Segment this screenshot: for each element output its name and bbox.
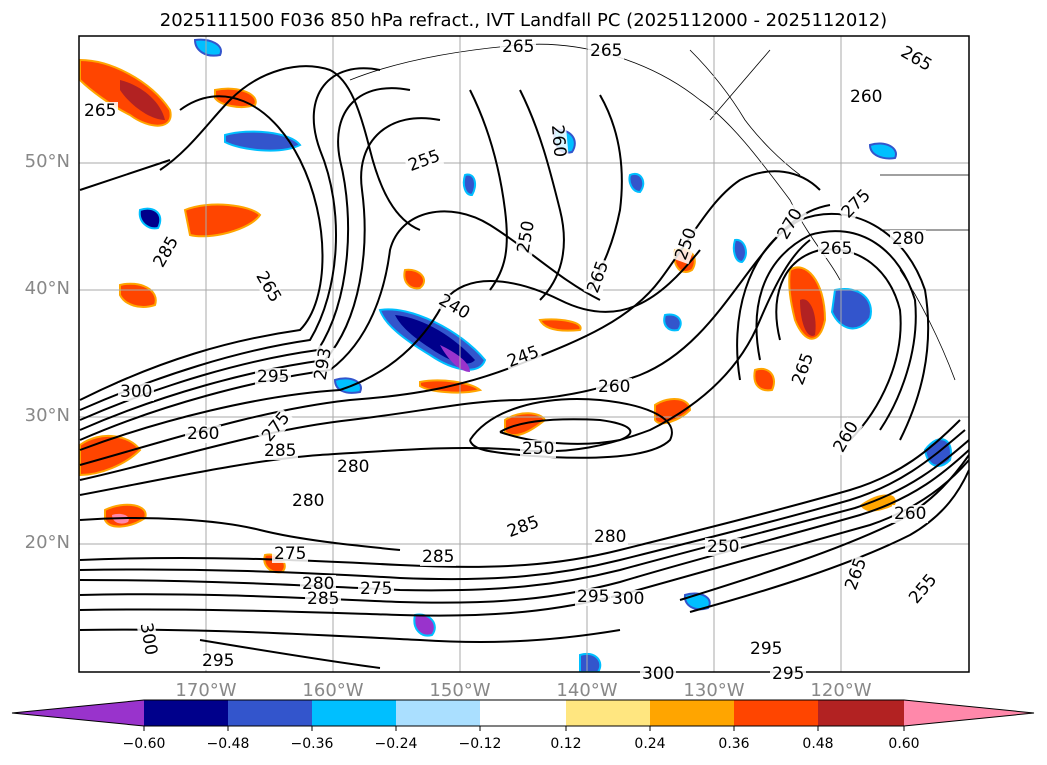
colorbar-bin (818, 700, 904, 726)
colorbar-bin (566, 700, 651, 726)
colorbar-bin (396, 700, 481, 726)
contour-label: 280 (890, 229, 927, 249)
contour-label: 265 (500, 37, 537, 57)
contour-label: 250 (705, 537, 742, 557)
contour-label: 295 (770, 664, 807, 684)
lon-label: 140°W (556, 680, 618, 701)
contour-label: 295 (255, 367, 292, 387)
lat-label: 50°N (24, 151, 70, 172)
colorbar-tick-label: −0.60 (122, 736, 166, 752)
colorbar-extend-low (12, 700, 144, 726)
colorbar-tick-label: −0.24 (374, 736, 418, 752)
colorbar-tick-label: 0.12 (550, 736, 582, 752)
colorbar-bin (650, 700, 735, 726)
contour-label: 285 (262, 441, 299, 461)
contour-label: 285 (305, 589, 342, 609)
lat-label: 20°N (24, 532, 70, 553)
colorbar-tick-label: 0.48 (802, 736, 834, 752)
contour-label: 265 (818, 239, 855, 259)
map-title: 2025111500 F036 850 hPa refract., IVT La… (159, 10, 888, 31)
colorbar-tick-label: 0.36 (718, 736, 750, 752)
colorbar-bin (480, 700, 566, 726)
colorbar-tick-label: 0.24 (634, 736, 666, 752)
contour-label: 285 (420, 547, 457, 567)
lat-label: 30°N (24, 405, 70, 426)
contour-label: 300 (118, 382, 155, 402)
contour-label: 280 (300, 574, 337, 594)
map-frame (78, 35, 970, 673)
contour-label: 260 (848, 87, 885, 107)
colorbar-bin (228, 700, 313, 726)
contour-label: 260 (546, 122, 570, 160)
colorbar-bin (312, 700, 397, 726)
colorbar-bin (734, 700, 819, 726)
lon-label: 120°W (810, 680, 872, 701)
colorbar-bin (144, 700, 229, 726)
lon-label: 170°W (175, 680, 237, 701)
contour-label: 295 (748, 639, 785, 659)
contour-label: 280 (592, 527, 629, 547)
colorbar-extend-high (904, 700, 1034, 726)
contour-label: 265 (82, 101, 119, 121)
contour-label: 295 (200, 651, 237, 671)
lon-label: 130°W (683, 680, 745, 701)
positive-shading (79, 58, 896, 574)
contour-label: 260 (892, 504, 929, 524)
colorbar (11, 699, 1035, 731)
colorbar-tick-label: −0.36 (290, 736, 334, 752)
contour-label: 300 (610, 589, 647, 609)
negative-shading (138, 38, 952, 672)
contour-label: 250 (520, 439, 557, 459)
contour-label: 295 (575, 587, 612, 607)
contour-label: 300 (640, 664, 677, 684)
colorbar-tick-label: −0.12 (458, 736, 502, 752)
lon-label: 160°W (302, 680, 364, 701)
colorbar-tick-label: −0.48 (206, 736, 250, 752)
contour-label: 275 (358, 579, 395, 599)
contour-label: 265 (588, 41, 625, 61)
lat-label: 40°N (24, 278, 70, 299)
contour-label: 280 (335, 457, 372, 477)
lon-label: 150°W (429, 680, 491, 701)
contour-label: 275 (272, 544, 309, 564)
colorbar-tick-label: 0.60 (888, 736, 920, 752)
contour-label: 280 (290, 491, 327, 511)
contour-label: 260 (185, 424, 222, 444)
contour-label: 260 (596, 377, 633, 397)
